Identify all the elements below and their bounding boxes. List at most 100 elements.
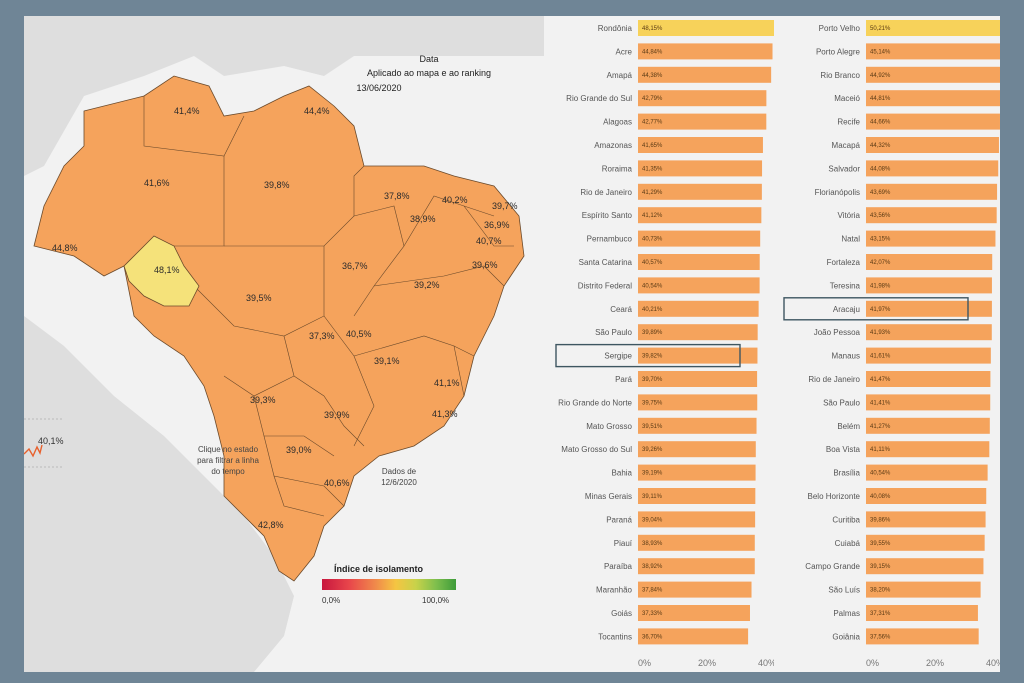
ranking-value-label: 41,93% bbox=[870, 330, 891, 336]
ranking-bar[interactable] bbox=[638, 137, 763, 153]
ranking-bar[interactable] bbox=[638, 66, 772, 83]
brazil-map: 41,4% 44,4% 41,6% 39,8% 37,8% 40,2% 39,7% 38,9%… bbox=[24, 16, 544, 672]
ranking-bar[interactable] bbox=[866, 207, 997, 224]
map-state-value: 39,7% bbox=[492, 201, 518, 211]
x-tick-label: 0% bbox=[866, 658, 879, 668]
x-tick-label: 40% bbox=[986, 658, 1000, 668]
ranking-category-label: São Luís bbox=[828, 586, 860, 595]
ranking-category-label: Boa Vista bbox=[826, 445, 861, 454]
ranking-bar[interactable] bbox=[866, 441, 990, 458]
ranking-bar[interactable] bbox=[638, 20, 774, 36]
brazil-territory[interactable] bbox=[33, 75, 525, 582]
ranking-bar[interactable] bbox=[866, 417, 990, 434]
ranking-bar[interactable] bbox=[866, 113, 1000, 130]
ranking-bar[interactable] bbox=[638, 300, 759, 317]
ranking-value-label: 50,21% bbox=[870, 26, 891, 32]
ranking-bar[interactable] bbox=[866, 534, 985, 551]
ranking-category-label: Palmas bbox=[833, 609, 860, 618]
ranking-bar[interactable] bbox=[638, 254, 760, 270]
ranking-category-label: Minas Gerais bbox=[585, 492, 632, 501]
ranking-value-label: 41,61% bbox=[870, 354, 891, 360]
ranking-value-label: 39,86% bbox=[870, 517, 891, 523]
ranking-bar[interactable] bbox=[638, 511, 756, 528]
ranking-bar[interactable] bbox=[638, 534, 755, 551]
ranking-bar[interactable] bbox=[866, 300, 992, 317]
ranking-bar[interactable] bbox=[638, 628, 749, 645]
ranking-bar[interactable] bbox=[638, 581, 752, 598]
legend-title: Índice de isolamento bbox=[334, 564, 424, 574]
ranking-bar[interactable] bbox=[638, 464, 756, 481]
ranking-bar[interactable] bbox=[866, 43, 1000, 60]
timeline-sparkline[interactable] bbox=[24, 409, 64, 469]
ranking-bar[interactable] bbox=[866, 183, 998, 200]
ranking-bar[interactable] bbox=[638, 183, 762, 200]
ranking-bar[interactable] bbox=[866, 371, 991, 387]
ranking-bar[interactable] bbox=[638, 207, 762, 224]
ranking-bar[interactable] bbox=[638, 371, 758, 387]
ranking-bar[interactable] bbox=[866, 464, 988, 481]
ranking-category-label: São Paulo bbox=[595, 328, 632, 337]
ranking-bar[interactable] bbox=[866, 347, 991, 364]
state-rondonia-highlight[interactable] bbox=[123, 235, 200, 307]
ranking-bar[interactable] bbox=[866, 394, 991, 411]
ranking-category-label: Piauí bbox=[614, 539, 633, 548]
date-filter-subtitle: Aplicado ao mapa e ao ranking bbox=[366, 68, 492, 78]
ranking-bar[interactable] bbox=[866, 254, 993, 270]
ranking-bar[interactable] bbox=[866, 558, 984, 575]
ranking-bar[interactable] bbox=[638, 558, 755, 575]
capital-ranking-chart[interactable]: Porto Velho 50,21% Porto Alegre 45,14% Rio B… bbox=[754, 16, 1000, 672]
ranking-category-label: Espírito Santo bbox=[582, 211, 633, 220]
ranking-bar[interactable] bbox=[866, 511, 986, 528]
map-state-value: 39,5% bbox=[246, 293, 272, 303]
ranking-bar[interactable] bbox=[638, 113, 767, 130]
ranking-bar[interactable] bbox=[866, 581, 981, 598]
state-ranking-chart[interactable]: Rondônia 48,15% Acre 44,84% Amapá 44,38% Rio G… bbox=[524, 16, 774, 672]
ranking-bar[interactable] bbox=[638, 90, 767, 107]
ranking-bar[interactable] bbox=[638, 230, 761, 247]
ranking-value-label: 41,97% bbox=[870, 307, 891, 313]
ranking-category-label: Natal bbox=[841, 235, 860, 244]
ranking-bar[interactable] bbox=[638, 394, 758, 411]
ranking-bar[interactable] bbox=[866, 160, 999, 177]
ranking-bar[interactable] bbox=[866, 488, 987, 504]
ranking-bar[interactable] bbox=[866, 20, 1000, 36]
ranking-bar[interactable] bbox=[638, 605, 750, 621]
ranking-bar[interactable] bbox=[638, 441, 756, 458]
ranking-bar[interactable] bbox=[866, 90, 1000, 107]
date-filter-value[interactable]: 13/06/2020 bbox=[356, 83, 402, 93]
ranking-value-label: 40,54% bbox=[870, 471, 891, 477]
ranking-bar[interactable] bbox=[638, 43, 773, 60]
ranking-category-label: Paraná bbox=[606, 515, 632, 524]
ranking-category-label: Paraíba bbox=[604, 562, 633, 571]
south-america-landmass bbox=[24, 16, 544, 176]
ranking-bar[interactable] bbox=[866, 605, 978, 621]
ranking-category-label: São Paulo bbox=[823, 398, 860, 407]
ranking-bar[interactable] bbox=[866, 230, 996, 247]
ranking-category-label: Macapá bbox=[832, 141, 861, 150]
ranking-bar[interactable] bbox=[866, 628, 979, 645]
map-state-value: 41,6% bbox=[144, 178, 170, 188]
ranking-value-label: 44,84% bbox=[642, 49, 663, 55]
ranking-bar[interactable] bbox=[638, 417, 757, 434]
ranking-bar[interactable] bbox=[638, 347, 758, 364]
ranking-bar[interactable] bbox=[866, 66, 1000, 83]
ranking-category-label: Campo Grande bbox=[805, 562, 860, 571]
map-state-value: 39,3% bbox=[250, 395, 276, 405]
map-state-value: 39,9% bbox=[324, 410, 350, 420]
ranking-bar[interactable] bbox=[638, 277, 760, 294]
ranking-bar[interactable] bbox=[866, 137, 999, 153]
ranking-value-label: 41,11% bbox=[870, 447, 891, 453]
ranking-bar[interactable] bbox=[866, 277, 992, 294]
ranking-bar[interactable] bbox=[638, 160, 763, 177]
ranking-bar[interactable] bbox=[866, 324, 992, 341]
ranking-category-label: Cuiabá bbox=[835, 539, 861, 548]
data-date-note: Dados de 12/6/2020 bbox=[381, 467, 417, 487]
ranking-bar[interactable] bbox=[638, 324, 758, 341]
map-state-value: 44,8% bbox=[52, 243, 78, 253]
selected-item-box bbox=[783, 297, 969, 321]
ranking-value-label: 39,75% bbox=[642, 400, 663, 406]
ranking-bar[interactable] bbox=[638, 488, 756, 504]
ranking-category-label: Teresina bbox=[830, 281, 861, 290]
ranking-value-label: 41,41% bbox=[870, 400, 891, 406]
ranking-category-label: Vitória bbox=[837, 211, 860, 220]
